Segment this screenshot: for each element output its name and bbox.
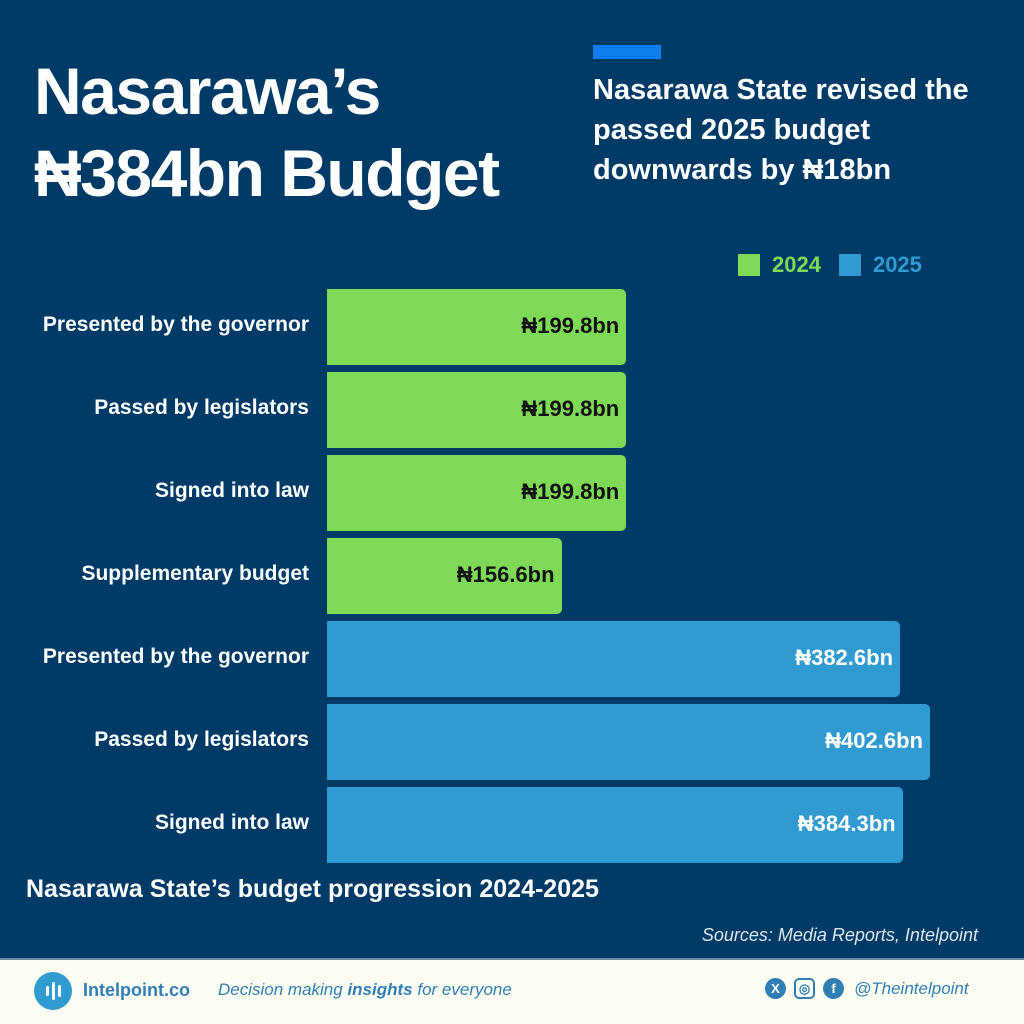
- bar-2025: ₦402.6bn: [327, 704, 930, 780]
- social-handle[interactable]: @Theintelpoint: [854, 978, 969, 998]
- bar-label: Passed by legislators: [94, 396, 309, 419]
- bar-label: Signed into law: [154, 811, 309, 834]
- footer: Intelpoint.co Decision making insights f…: [0, 958, 1024, 1024]
- tagline: Decision making insights for everyone: [218, 980, 512, 1000]
- legend-label: 2025: [872, 252, 922, 277]
- bar-2024: ₦199.8bn: [327, 455, 627, 531]
- site-link[interactable]: Intelpoint.co: [83, 980, 190, 1000]
- tagline-bold: insights: [347, 980, 413, 999]
- subtitle: Nasarawa State revised the passed 2025 b…: [593, 74, 969, 186]
- legend-swatch-2024: [738, 254, 760, 276]
- bar-2024: ₦199.8bn: [327, 372, 627, 448]
- bar-value-label: ₦199.8bn: [521, 396, 620, 421]
- bar-2025: ₦384.3bn: [327, 787, 903, 863]
- bar-value-label: ₦402.6bn: [825, 728, 923, 753]
- bar-row: Presented by the governor ₦199.8bn: [0, 289, 1024, 365]
- bar-label: Passed by legislators: [94, 728, 309, 751]
- bar-2025: ₦382.6bn: [327, 621, 901, 697]
- title-line-2: ₦384bn Budget: [34, 136, 500, 210]
- bar-row: Signed into law ₦199.8bn: [0, 455, 1024, 531]
- bar-label: Presented by the governor: [42, 313, 309, 336]
- bar-label: Supplementary budget: [81, 562, 309, 585]
- sources: Sources: Media Reports, Intelpoint: [701, 925, 978, 945]
- social-links: X ◎ f @Theintelpoint: [765, 978, 969, 999]
- accent-bar: [593, 45, 661, 59]
- legend-swatch-2025: [838, 254, 861, 276]
- tagline-text: Decision making: [218, 980, 348, 999]
- bar-value-label: ₦382.6bn: [795, 645, 894, 670]
- bar-value-label: ₦199.8bn: [521, 479, 620, 504]
- x-icon[interactable]: X: [765, 978, 786, 999]
- bar-2024: ₦156.6bn: [327, 538, 562, 614]
- chart-title: Nasarawa State’s budget progression 2024…: [26, 875, 599, 903]
- bar-value-label: ₦384.3bn: [797, 811, 896, 836]
- facebook-icon[interactable]: f: [823, 978, 844, 999]
- instagram-icon[interactable]: ◎: [794, 978, 815, 999]
- legend-label: 2024: [772, 252, 821, 277]
- bar-row: Signed into law ₦384.3bn: [0, 787, 1024, 863]
- legend-item-2024: 2024: [738, 252, 821, 278]
- bar-value-label: ₦156.6bn: [456, 562, 555, 587]
- bar-label: Signed into law: [154, 479, 309, 502]
- legend-item-2025: 2025: [838, 252, 922, 278]
- bar-row: Passed by legislators ₦402.6bn: [0, 704, 1024, 780]
- bar-label: Presented by the governor: [42, 645, 309, 668]
- title-line-1: Nasarawa’s: [34, 54, 381, 128]
- legend: 2024 2025: [738, 252, 922, 278]
- bar-2024: ₦199.8bn: [327, 289, 627, 365]
- intelpoint-logo-icon: [34, 972, 72, 1010]
- bar-value-label: ₦199.8bn: [521, 313, 620, 338]
- page-title: Nasarawa’s ₦384bn Budget: [34, 50, 500, 214]
- bar-row: Supplementary budget ₦156.6bn: [0, 538, 1024, 614]
- bar-row: Passed by legislators ₦199.8bn: [0, 372, 1024, 448]
- bar-row: Presented by the governor ₦382.6bn: [0, 621, 1024, 697]
- tagline-text: for everyone: [412, 980, 512, 999]
